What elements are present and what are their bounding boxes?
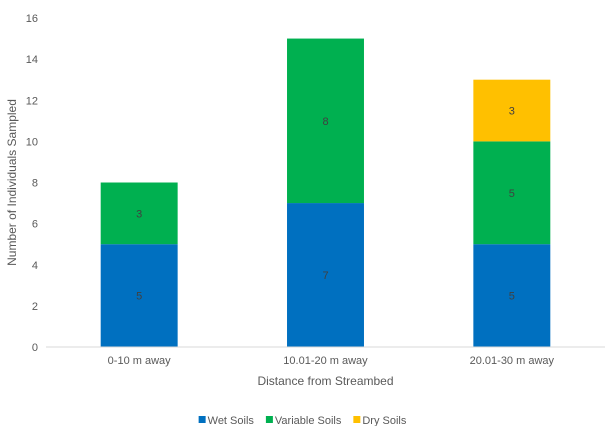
data-label-variable-soils-0-10-m-away: 3	[136, 208, 142, 220]
bar-wet-soils-10-01-20-m-away	[287, 203, 364, 347]
legend-swatch-dry-soils	[353, 416, 361, 423]
legend: Wet Soils Variable Soils Dry Soils	[198, 415, 407, 427]
bar-variable-soils-0-10-m-away	[100, 182, 178, 245]
data-label-wet-soils-0-10-m-away: 5	[136, 291, 142, 303]
legend-item-variable-soils: Variable Soils	[265, 415, 342, 427]
bar-wet-soils-0-10-m-away	[100, 244, 178, 347]
y-tick-label-6: 6	[32, 219, 38, 231]
bar-wet-soils-20-01-30-m-away	[473, 244, 551, 347]
data-label-wet-soils-10-01-20-m-away: 7	[322, 270, 328, 282]
bars-group: 5 3 7 8 5 5 3	[100, 38, 551, 347]
x-axis-ticks: 0-10 m away 10.01-20 m away 20.01-30 m awa…	[108, 355, 555, 367]
y-tick-label-16: 16	[26, 13, 38, 25]
legend-label-variable-soils: Variable Soils	[275, 415, 342, 426]
legend-swatch-variable-soils	[265, 416, 273, 423]
legend-label-dry-soils: Dry Soils	[362, 415, 407, 426]
data-label-variable-soils-10-01-20-m-away: 8	[322, 116, 328, 128]
legend-swatch-wet-soils	[198, 416, 206, 423]
y-axis-ticks: 0 2 4 6 8 10 12 14 16	[26, 13, 38, 354]
legend-label-wet-soils: Wet Soils	[208, 415, 255, 426]
y-tick-label-0: 0	[32, 342, 38, 354]
data-label-dry-soils-20-01-30-m-away: 3	[509, 106, 515, 118]
y-tick-label-2: 2	[32, 301, 38, 313]
bar-variable-soils-20-01-30-m-away	[473, 141, 551, 245]
data-label-variable-soils-20-01-30-m-away: 5	[509, 188, 515, 200]
legend-item-wet-soils: Wet Soils	[198, 415, 255, 427]
y-tick-label-8: 8	[32, 178, 38, 190]
y-tick-label-4: 4	[32, 260, 38, 272]
y-tick-label-12: 12	[26, 95, 38, 107]
legend-item-dry-soils: Dry Soils	[353, 415, 407, 427]
x-tick-label-10-01-20-m-away: 10.01-20 m away	[283, 355, 368, 367]
bar-dry-soils-20-01-30-m-away	[473, 79, 551, 142]
x-tick-label-0-10-m-away: 0-10 m away	[108, 355, 171, 367]
y-axis-title: Number of Individuals Sampled	[5, 99, 19, 266]
x-tick-label-20-01-30-m-away: 20.01-30 m away	[470, 355, 555, 367]
x-axis-title: Distance from Streambed	[257, 374, 393, 388]
y-tick-label-14: 14	[26, 54, 38, 66]
data-label-wet-soils-20-01-30-m-away: 5	[509, 291, 515, 303]
bar-variable-soils-10-01-20-m-away	[287, 38, 364, 204]
y-tick-label-10: 10	[26, 136, 38, 148]
